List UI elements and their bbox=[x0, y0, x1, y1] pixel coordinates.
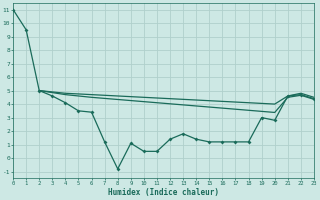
X-axis label: Humidex (Indice chaleur): Humidex (Indice chaleur) bbox=[108, 188, 219, 197]
